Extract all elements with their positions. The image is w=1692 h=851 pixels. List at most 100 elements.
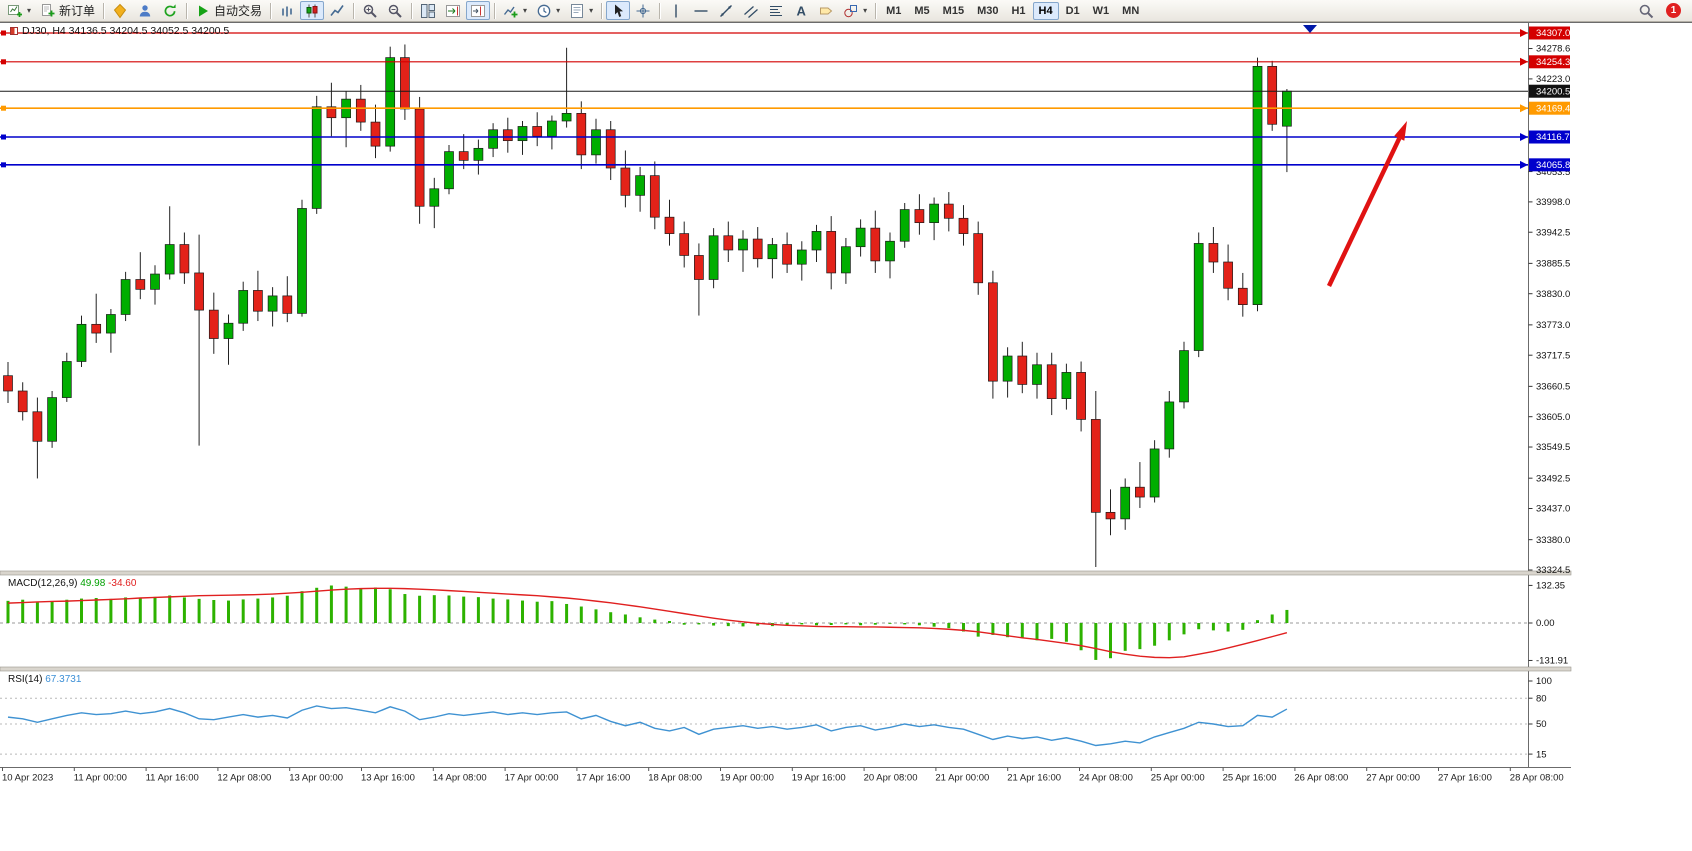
candle-body <box>414 108 425 207</box>
toolbar-separator <box>411 2 413 19</box>
line-chart-button[interactable] <box>325 1 349 20</box>
hline-left-handle[interactable] <box>1 105 6 111</box>
new-chart-button[interactable]: ▾ <box>3 1 35 20</box>
candle-body <box>929 203 939 224</box>
price-tick-label: 33380.0 <box>1536 535 1570 546</box>
price-tick-label: 34053.5 <box>1536 167 1570 178</box>
horizontal-line-button[interactable] <box>689 1 713 20</box>
zoom-in-button[interactable] <box>358 1 382 20</box>
label-button[interactable] <box>814 1 838 20</box>
new-order-button[interactable]: 新订单 <box>36 1 99 20</box>
pane-splitter[interactable] <box>0 570 1572 576</box>
time-label: 19 Apr 00:00 <box>720 773 774 784</box>
candle-body <box>738 238 748 251</box>
tile-icon <box>421 3 436 18</box>
crosshair-button[interactable] <box>631 1 655 20</box>
zoom-out-button[interactable] <box>383 1 407 20</box>
svg-text:A: A <box>797 3 807 18</box>
text-button[interactable]: A <box>789 1 813 20</box>
candle-body <box>664 216 675 234</box>
hline-left-handle[interactable] <box>1 59 6 65</box>
mql5-button[interactable] <box>108 1 132 20</box>
timeframe-mn-button[interactable]: MN <box>1122 4 1140 17</box>
timeframe-m15-button[interactable]: M15 <box>942 4 965 17</box>
candle-body <box>311 106 322 209</box>
time-label: 21 Apr 16:00 <box>1007 773 1061 784</box>
auto-trading-button[interactable]: 自动交易 <box>191 1 266 20</box>
time-label: 20 Apr 08:00 <box>864 773 918 784</box>
hline-right-marker <box>1520 133 1528 142</box>
candle-body <box>958 217 969 234</box>
candle-body <box>899 209 910 242</box>
candle-body <box>811 231 822 251</box>
price-highlight-label: 34116.7 <box>1536 132 1570 143</box>
hline-left-handle[interactable] <box>1 30 6 36</box>
notifications-badge[interactable]: 1 <box>1666 3 1681 18</box>
candle-body <box>796 249 807 265</box>
price-tick-label: 33885.5 <box>1536 259 1570 270</box>
vertical-line-button[interactable] <box>664 1 688 20</box>
timeframe-h4-button[interactable]: H4 <box>1032 1 1059 20</box>
candle-body <box>458 151 469 161</box>
hline-left-handle[interactable] <box>1 134 6 140</box>
new-order-button-label: 新订单 <box>59 4 96 18</box>
hline-right-marker <box>1520 29 1528 37</box>
trend-arrow-annotation[interactable] <box>1326 121 1407 287</box>
macd-name: MACD(12,26,9) <box>8 578 78 589</box>
templates-button[interactable]: ▾ <box>565 1 597 20</box>
chart-plot-area[interactable] <box>0 23 1528 571</box>
candle-body <box>17 390 28 413</box>
time-label: 27 Apr 16:00 <box>1438 773 1492 784</box>
candle-body <box>502 129 513 142</box>
candle-chart-button[interactable] <box>300 1 325 20</box>
candle-body <box>32 411 43 442</box>
macd-label: MACD(12,26,9) 49.98 -34.60 <box>8 578 136 589</box>
timeframe-m1-button[interactable]: M1 <box>886 4 902 17</box>
periods-button[interactable]: ▾ <box>532 1 564 20</box>
refresh-button[interactable] <box>158 1 182 20</box>
caret-down-icon: ▾ <box>27 5 32 15</box>
trendline-button[interactable] <box>714 1 738 20</box>
price-tick-label: 33549.5 <box>1536 442 1570 453</box>
search-button[interactable] <box>1634 1 1658 20</box>
chart-shift-marker[interactable] <box>1303 25 1317 33</box>
timeframe-d1-button[interactable]: D1 <box>1065 4 1080 17</box>
candle-body <box>223 322 234 339</box>
candle-body <box>1267 65 1278 125</box>
price-tick-label: 34278.6 <box>1536 44 1570 55</box>
channel-button[interactable] <box>739 1 763 20</box>
candle-body <box>826 231 837 274</box>
toolbar-right: 1 <box>1634 1 1689 20</box>
fibonacci-button[interactable] <box>764 1 788 20</box>
time-label: 25 Apr 16:00 <box>1223 773 1277 784</box>
price-tick-label: 33830.0 <box>1536 289 1570 300</box>
pane-splitter[interactable] <box>0 666 1572 672</box>
timeframe-m30-button[interactable]: M30 <box>977 4 999 17</box>
candle-body <box>635 175 645 196</box>
shapes-button[interactable]: ▾ <box>839 1 871 20</box>
chart-shift-button[interactable] <box>466 1 491 20</box>
linechart-icon <box>330 4 344 16</box>
price-tick-label: 34223.0 <box>1536 74 1570 85</box>
candle-body <box>164 244 175 275</box>
timeframe-w1-button[interactable]: W1 <box>1092 4 1110 17</box>
indicators-button[interactable]: ▾ <box>499 1 531 20</box>
hline-left-handle[interactable] <box>1 162 6 168</box>
candle-body <box>106 314 116 334</box>
price-tick-label: 33717.5 <box>1536 350 1570 361</box>
time-label: 12 Apr 08:00 <box>217 773 271 784</box>
price-highlight-label: 34254.3 <box>1536 57 1570 68</box>
cursor-button[interactable] <box>606 1 631 20</box>
price-highlight-label: 34169.4 <box>1536 103 1570 114</box>
tile-windows-button[interactable] <box>416 1 440 20</box>
timeframe-m5-button[interactable]: M5 <box>914 4 930 17</box>
auto-scroll-button[interactable] <box>441 1 465 20</box>
bar-chart-button[interactable] <box>275 1 299 20</box>
timeframe-h1-button[interactable]: H1 <box>1011 4 1026 17</box>
shapes-icon <box>844 4 858 17</box>
candle-body <box>326 106 337 119</box>
candle-body <box>576 112 587 156</box>
community-button[interactable] <box>133 1 157 20</box>
person-icon <box>139 4 151 16</box>
